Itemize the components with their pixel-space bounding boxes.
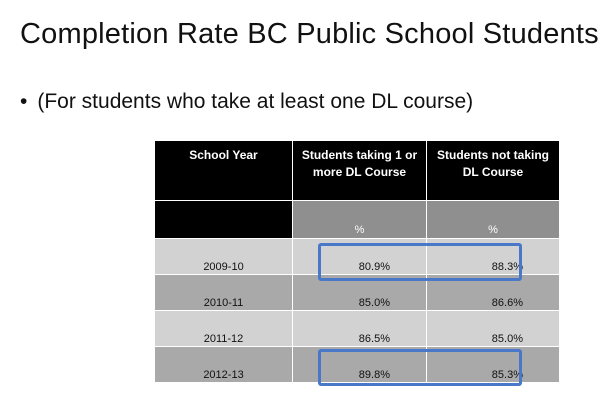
cell-school-year: 2009-10: [154, 238, 293, 275]
unit-cell-blank: [154, 200, 293, 239]
cell-dl-rate: 86.5%: [292, 310, 427, 347]
bullet-icon: •: [20, 90, 28, 113]
table-unit-row: % %: [154, 200, 560, 239]
cell-non-dl-rate: 86.6%: [426, 274, 560, 311]
cell-dl-rate: 80.9%: [292, 238, 427, 275]
table-row: 2012-13 89.8% 85.3%: [154, 346, 560, 383]
table-header-row: School Year Students taking 1 or more DL…: [154, 140, 560, 201]
bullet-text: (For students who take at least one DL c…: [37, 90, 474, 113]
cell-dl-rate: 85.0%: [292, 274, 427, 311]
header-non-dl-students: Students not taking DL Course: [426, 140, 560, 201]
completion-rate-table: School Year Students taking 1 or more DL…: [154, 140, 560, 383]
cell-non-dl-rate: 85.0%: [426, 310, 560, 347]
unit-cell-dl: %: [292, 200, 427, 239]
table-row: 2009-10 80.9% 88.3%: [154, 238, 560, 275]
cell-school-year: 2011-12: [154, 310, 293, 347]
cell-non-dl-rate: 85.3%: [426, 346, 560, 383]
unit-cell-non-dl: %: [426, 200, 560, 239]
cell-dl-rate: 89.8%: [292, 346, 427, 383]
cell-school-year: 2010-11: [154, 274, 293, 311]
table-row: 2011-12 86.5% 85.0%: [154, 310, 560, 347]
table-row: 2010-11 85.0% 86.6%: [154, 274, 560, 311]
header-dl-students: Students taking 1 or more DL Course: [292, 140, 427, 201]
header-school-year: School Year: [154, 140, 293, 201]
slide-title: Completion Rate BC Public School Student…: [20, 18, 599, 50]
cell-school-year: 2012-13: [154, 346, 293, 383]
cell-non-dl-rate: 88.3%: [426, 238, 560, 275]
bullet-point: • (For students who take at least one DL …: [20, 90, 473, 114]
